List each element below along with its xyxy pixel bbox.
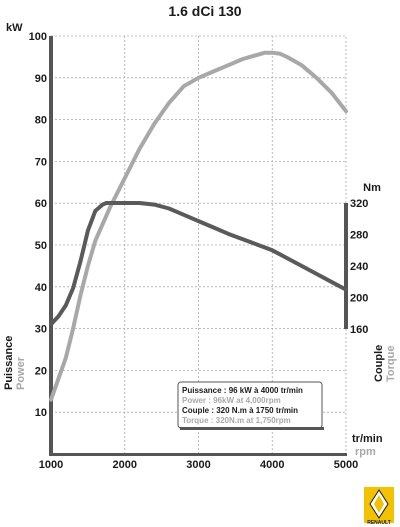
x-tick-label: 4000	[260, 459, 284, 471]
x-tick-label: 5000	[334, 459, 358, 471]
left-tick-label: 30	[35, 324, 47, 336]
legend-shadow	[180, 427, 324, 430]
right-axis-label-en: Torque	[385, 346, 397, 382]
torque-series-line	[49, 201, 348, 327]
right-tick-label: 200	[350, 293, 368, 305]
left-tick-label: 20	[35, 365, 47, 377]
legend-power-en: Power : 96kW at 4,000rpm	[182, 396, 281, 405]
left-tick-label: 100	[29, 31, 47, 43]
tick-labels: 10 20 30 40 50 60 70 80 90 100 160 200 240 280 320 1000…	[29, 31, 369, 471]
legend-power-fr: Puissance : 96 kW à 4000 tr/min	[182, 386, 303, 395]
power-series-line	[49, 50, 348, 402]
right-tick-label: 320	[350, 198, 368, 210]
legend: Puissance : 96 kW à 4000 tr/min Power : …	[177, 381, 324, 430]
legend-torque-fr: Couple : 320 N.m à 1750 tr/min	[182, 406, 298, 415]
left-axis-label-en: Power	[15, 356, 27, 390]
left-tick-label: 70	[35, 156, 47, 168]
logo-diamond-inner-icon	[374, 495, 384, 513]
series-group	[49, 50, 348, 402]
left-axis-label-fr: Puissance	[3, 336, 15, 390]
logo-text: RENAULT	[367, 520, 391, 526]
left-tick-label: 10	[35, 407, 47, 419]
right-tick-label: 160	[350, 324, 368, 336]
legend-torque-en: Torque : 320N.m at 1,750rpm	[182, 416, 291, 425]
x-axis-line	[49, 453, 347, 456]
chart-title: 1.6 dCi 130	[168, 3, 241, 19]
left-tick-label: 90	[35, 73, 47, 85]
x-axis-unit-en: rpm	[355, 446, 376, 458]
left-tick-label: 40	[35, 282, 47, 294]
left-tick-label: 50	[35, 240, 47, 252]
right-axis-unit: Nm	[363, 182, 381, 194]
right-axis-line	[344, 203, 348, 329]
x-tick-label: 2000	[113, 459, 137, 471]
x-axis-unit-fr: tr/min	[352, 433, 383, 445]
left-axis-line	[49, 36, 53, 456]
left-tick-label: 60	[35, 198, 47, 210]
left-tick-label: 80	[35, 115, 47, 127]
x-tick-label: 3000	[186, 459, 210, 471]
axes	[49, 36, 348, 456]
right-tick-label: 280	[350, 230, 368, 242]
right-axis-label-fr: Couple	[373, 345, 385, 382]
left-axis-unit: kW	[6, 22, 23, 34]
renault-logo: RENAULT	[364, 487, 394, 526]
right-tick-label: 240	[350, 261, 368, 273]
x-tick-label: 1000	[39, 459, 63, 471]
